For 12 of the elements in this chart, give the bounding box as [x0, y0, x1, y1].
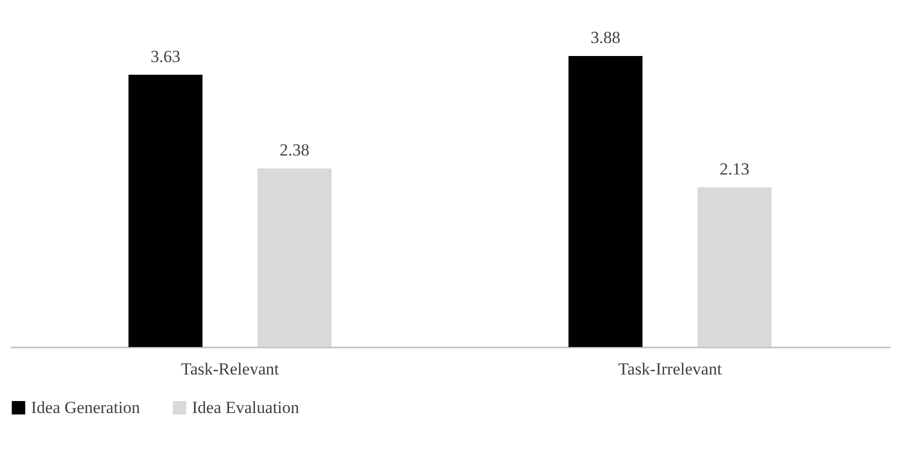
legend-label: Idea Evaluation	[192, 398, 300, 417]
data-label: 3.63	[150, 46, 180, 66]
bar	[128, 74, 202, 347]
x-tick-label: Task-Irrelevant	[618, 360, 722, 378]
data-label: 3.88	[590, 28, 620, 47]
bar	[258, 168, 332, 347]
bar	[568, 56, 642, 347]
legend-label: Idea Generation	[31, 398, 141, 417]
x-tick-label: Task-Relevant	[181, 360, 280, 378]
data-label: 2.13	[720, 159, 750, 178]
data-label: 2.38	[280, 140, 310, 160]
bar	[698, 187, 772, 347]
